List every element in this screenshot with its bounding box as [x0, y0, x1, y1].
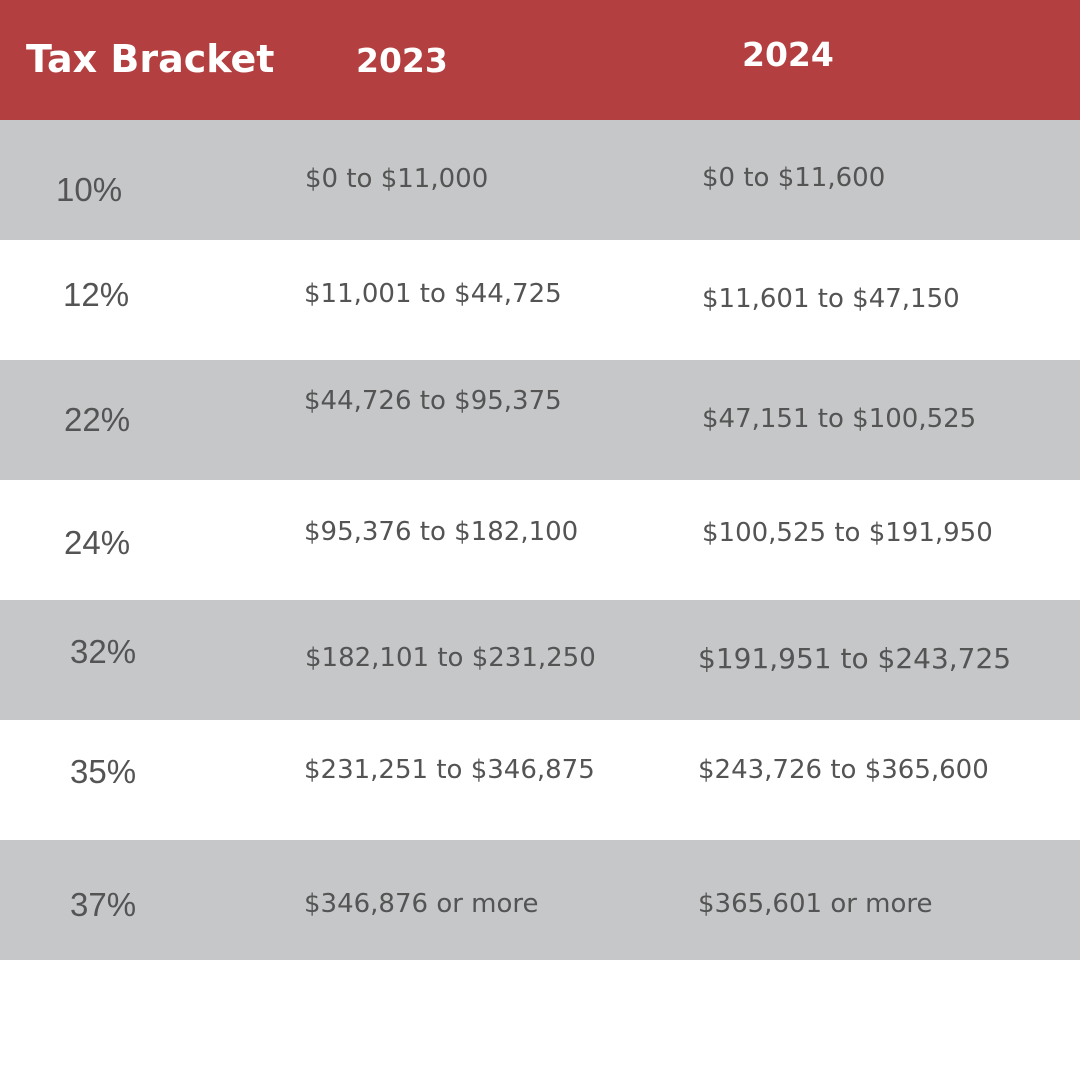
- cell-2024-range: $100,525 to $191,950: [702, 518, 993, 548]
- table-row: 22% $44,726 to $95,375 $47,151 to $100,525: [0, 360, 1080, 480]
- cell-2024-range: $365,601 or more: [698, 889, 933, 919]
- cell-tax-rate: 12%: [63, 276, 130, 313]
- cell-2023-range: $231,251 to $346,875: [304, 755, 595, 785]
- cell-tax-rate: 35%: [70, 753, 137, 790]
- cell-2023-range: $346,876 or more: [304, 889, 539, 919]
- cell-tax-rate: 24%: [64, 524, 131, 561]
- cell-tax-rate: 37%: [70, 886, 137, 923]
- cell-2024-range: $11,601 to $47,150: [702, 284, 960, 314]
- cell-2023-range: $11,001 to $44,725: [304, 279, 562, 309]
- cell-2023-range: $0 to $11,000: [305, 164, 489, 194]
- cell-2023-range: $95,376 to $182,100: [304, 517, 579, 547]
- table-row: 37% $346,876 or more $365,601 or more: [0, 840, 1080, 960]
- header-tax-bracket: Tax Bracket: [26, 37, 275, 81]
- cell-tax-rate: 32%: [70, 633, 137, 670]
- table-row: 12% $11,001 to $44,725 $11,601 to $47,150: [0, 240, 1080, 360]
- cell-2023-range: $44,726 to $95,375: [304, 386, 562, 416]
- cell-2023-range: $182,101 to $231,250: [305, 643, 596, 673]
- table-row: 32% $182,101 to $231,250 $191,951 to $243,…: [0, 600, 1080, 720]
- table-header: Tax Bracket 2023 2024: [0, 0, 1080, 120]
- table-row: 24% $95,376 to $182,100 $100,525 to $191,9…: [0, 480, 1080, 600]
- cell-2024-range: $47,151 to $100,525: [702, 404, 977, 434]
- table-row: 10% $0 to $11,000 $0 to $11,600: [0, 120, 1080, 240]
- cell-2024-range: $0 to $11,600: [702, 163, 886, 193]
- cell-tax-rate: 10%: [56, 171, 123, 208]
- header-2024: 2024: [742, 35, 834, 74]
- header-2023: 2023: [356, 41, 448, 80]
- cell-2024-range: $191,951 to $243,725: [698, 642, 1012, 675]
- cell-tax-rate: 22%: [64, 401, 131, 438]
- table-row: 35% $231,251 to $346,875 $243,726 to $365,…: [0, 720, 1080, 840]
- cell-2024-range: $243,726 to $365,600: [698, 755, 989, 785]
